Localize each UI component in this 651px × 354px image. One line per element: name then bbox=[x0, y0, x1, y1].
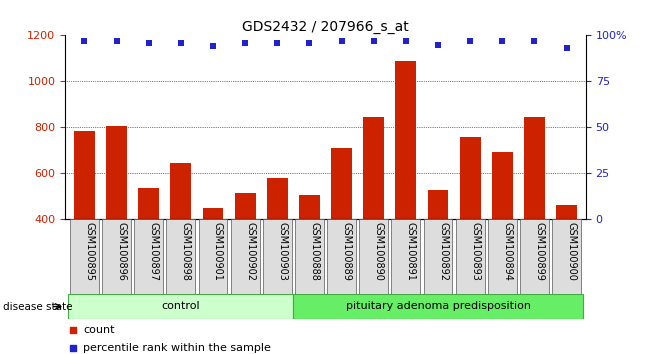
Bar bbox=[299, 195, 320, 312]
FancyBboxPatch shape bbox=[295, 219, 324, 294]
Text: GSM100895: GSM100895 bbox=[85, 222, 94, 281]
Point bbox=[240, 40, 251, 46]
FancyBboxPatch shape bbox=[488, 219, 517, 294]
Bar bbox=[363, 117, 384, 312]
Point bbox=[529, 38, 540, 44]
Point bbox=[208, 44, 218, 49]
FancyBboxPatch shape bbox=[424, 219, 452, 294]
FancyBboxPatch shape bbox=[230, 219, 260, 294]
Point bbox=[304, 40, 314, 46]
Point bbox=[391, 118, 402, 124]
Text: GSM100891: GSM100891 bbox=[406, 222, 416, 281]
FancyBboxPatch shape bbox=[294, 294, 583, 319]
Bar bbox=[556, 205, 577, 312]
FancyBboxPatch shape bbox=[359, 219, 388, 294]
Point bbox=[272, 40, 283, 46]
FancyBboxPatch shape bbox=[520, 219, 549, 294]
Point bbox=[465, 38, 475, 44]
Bar bbox=[74, 131, 95, 312]
Bar bbox=[428, 189, 449, 312]
Title: GDS2432 / 207966_s_at: GDS2432 / 207966_s_at bbox=[242, 21, 409, 34]
Point bbox=[391, 277, 402, 283]
Bar bbox=[331, 148, 352, 312]
Text: GSM100902: GSM100902 bbox=[245, 222, 255, 281]
Text: GSM100888: GSM100888 bbox=[309, 222, 320, 281]
Text: GSM100896: GSM100896 bbox=[117, 222, 126, 281]
FancyBboxPatch shape bbox=[327, 219, 356, 294]
Bar bbox=[138, 188, 159, 312]
Point bbox=[497, 38, 508, 44]
Bar bbox=[524, 117, 545, 312]
Bar bbox=[202, 208, 223, 312]
Text: GSM100898: GSM100898 bbox=[181, 222, 191, 281]
FancyBboxPatch shape bbox=[68, 294, 294, 319]
Point bbox=[400, 38, 411, 44]
Bar bbox=[492, 152, 513, 312]
Point bbox=[176, 40, 186, 46]
Text: GSM100901: GSM100901 bbox=[213, 222, 223, 281]
Text: GSM100897: GSM100897 bbox=[148, 222, 159, 281]
Point bbox=[337, 38, 347, 44]
Text: disease state: disease state bbox=[3, 302, 73, 312]
Point bbox=[79, 38, 90, 44]
Text: GSM100894: GSM100894 bbox=[503, 222, 512, 281]
Bar bbox=[106, 126, 127, 312]
Point bbox=[561, 45, 572, 51]
FancyBboxPatch shape bbox=[552, 219, 581, 294]
FancyBboxPatch shape bbox=[456, 219, 484, 294]
FancyBboxPatch shape bbox=[134, 219, 163, 294]
FancyBboxPatch shape bbox=[199, 219, 227, 294]
FancyBboxPatch shape bbox=[70, 219, 99, 294]
Text: pituitary adenoma predisposition: pituitary adenoma predisposition bbox=[346, 301, 531, 311]
Text: control: control bbox=[161, 301, 200, 311]
Text: GSM100890: GSM100890 bbox=[374, 222, 383, 281]
Text: percentile rank within the sample: percentile rank within the sample bbox=[83, 343, 271, 353]
FancyBboxPatch shape bbox=[263, 219, 292, 294]
Bar bbox=[267, 178, 288, 312]
Text: GSM100889: GSM100889 bbox=[342, 222, 352, 281]
FancyBboxPatch shape bbox=[167, 219, 195, 294]
Bar bbox=[395, 61, 417, 312]
Text: GSM100893: GSM100893 bbox=[470, 222, 480, 281]
Point bbox=[111, 38, 122, 44]
FancyBboxPatch shape bbox=[102, 219, 131, 294]
FancyBboxPatch shape bbox=[391, 219, 421, 294]
Text: GSM100900: GSM100900 bbox=[566, 222, 577, 281]
Point bbox=[433, 42, 443, 47]
Bar bbox=[234, 193, 256, 312]
Text: GSM100899: GSM100899 bbox=[534, 222, 544, 281]
Text: GSM100892: GSM100892 bbox=[438, 222, 448, 281]
Point bbox=[143, 40, 154, 46]
Text: count: count bbox=[83, 325, 115, 335]
Bar bbox=[171, 163, 191, 312]
Text: GSM100903: GSM100903 bbox=[277, 222, 287, 281]
Bar bbox=[460, 137, 480, 312]
Point bbox=[368, 38, 379, 44]
